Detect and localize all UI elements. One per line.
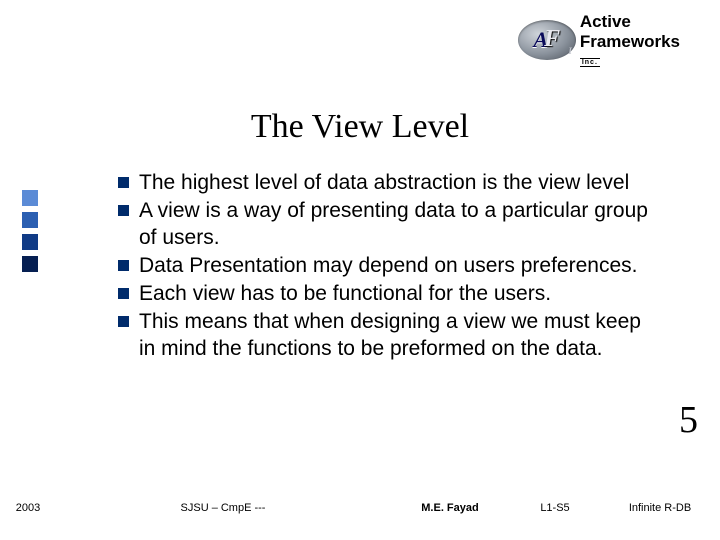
bullet-item: This means that when designing a view we… (118, 309, 648, 362)
bullet-icon (118, 288, 129, 299)
bullet-item: Each view has to be functional for the u… (118, 281, 648, 307)
footer-center: SJSU – CmpE --- (56, 502, 390, 514)
bullet-text: Data Presentation may depend on users pr… (139, 253, 637, 279)
decorative-side-bars (22, 190, 38, 278)
side-bar-block (22, 234, 38, 250)
footer-right: Infinite R-DB (600, 502, 720, 514)
footer-author: M.E. Fayad (390, 502, 510, 514)
side-bar-block (22, 212, 38, 228)
logo-line2: Frameworks (580, 32, 680, 52)
footer-year: 2003 (0, 502, 56, 514)
logo-inc: Inc. (580, 58, 600, 67)
side-bar-block (22, 190, 38, 206)
company-logo: AFI Active Frameworks Inc. (518, 12, 680, 67)
logo-text: Active Frameworks Inc. (580, 12, 680, 67)
bullet-list: The highest level of data abstraction is… (118, 170, 648, 364)
bullet-item: Data Presentation may depend on users pr… (118, 253, 648, 279)
bullet-item: The highest level of data abstraction is… (118, 170, 648, 196)
bullet-icon (118, 316, 129, 327)
page-number: 5 (679, 398, 698, 442)
bullet-text: Each view has to be functional for the u… (139, 281, 551, 307)
bullet-icon (118, 260, 129, 271)
footer: 2003 SJSU – CmpE --- M.E. Fayad L1-S5 In… (0, 502, 720, 514)
bullet-text: A view is a way of presenting data to a … (139, 198, 648, 251)
logo-line1: Active (580, 12, 680, 32)
bullet-text: The highest level of data abstraction is… (139, 170, 629, 196)
bullet-icon (118, 177, 129, 188)
slide-title: The View Level (0, 108, 720, 146)
bullet-text: This means that when designing a view we… (139, 309, 648, 362)
bullet-icon (118, 205, 129, 216)
side-bar-block (22, 256, 38, 272)
bullet-item: A view is a way of presenting data to a … (118, 198, 648, 251)
footer-code: L1-S5 (510, 502, 600, 514)
logo-mark: AFI (518, 20, 576, 60)
